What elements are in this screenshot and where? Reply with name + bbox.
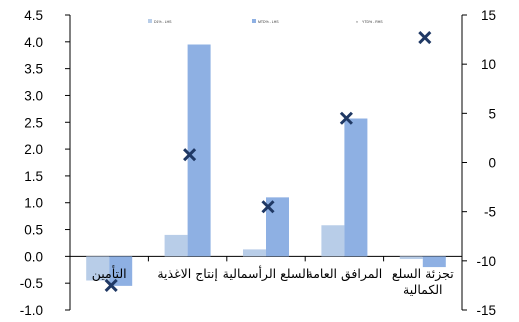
left-tick-label: 0.0 xyxy=(24,249,43,264)
ytd-marker xyxy=(261,200,275,214)
right-tick-label: 15 xyxy=(481,8,496,23)
legend-label: MTD% - LHS xyxy=(258,20,279,24)
left-tick-label: 2.5 xyxy=(24,115,43,130)
bar-mtd xyxy=(109,256,133,286)
legend-swatch: × xyxy=(356,20,358,24)
markers-layer xyxy=(104,31,432,292)
category-label: إنتاج الاغذية xyxy=(157,266,217,281)
left-tick-label: 2.0 xyxy=(24,142,43,157)
bar-mtd xyxy=(344,118,368,257)
legend-item: × YTD% - RHS xyxy=(356,20,383,24)
right-tick-label: -5 xyxy=(484,205,496,220)
category-labels: التأمين إنتاج الاغذية السلع الرأسماليةالمر… xyxy=(92,265,454,297)
category-label: المرافق العامة xyxy=(307,266,383,282)
right-tick-label: 0 xyxy=(488,156,496,171)
legend-swatch xyxy=(148,19,152,23)
left-tick-label: 3.5 xyxy=(24,62,43,77)
bar-mtd xyxy=(187,44,211,257)
left-tick-label: 0.5 xyxy=(24,223,43,238)
category-label: تجزئة السلع الكمالية xyxy=(392,266,454,297)
bars-layer xyxy=(86,44,446,286)
right-tick-label: 10 xyxy=(481,57,496,72)
left-tick-label: 4.0 xyxy=(24,35,43,50)
ytd-marker xyxy=(104,278,118,292)
bar-d1 xyxy=(164,234,188,257)
right-tick-label: 5 xyxy=(488,106,496,121)
ytd-marker xyxy=(183,148,197,162)
legend-swatch xyxy=(252,19,256,23)
right-axis: 15 10 5 0 -5 -10 -15 xyxy=(461,8,496,318)
category-label: السلع الرأسمالية xyxy=(223,265,310,282)
legend-label: YTD% - RHS xyxy=(362,20,383,24)
right-tick-label: -15 xyxy=(476,303,496,318)
bar-d1 xyxy=(86,256,110,281)
ytd-marker xyxy=(418,31,432,45)
left-axis: 4.5 4.0 3.5 3.0 2.5 2.0 1.5 1.0 0.5 0.0 -0.5 -1.0 xyxy=(20,8,71,318)
legend-item: D1% - LHS xyxy=(148,19,172,24)
left-tick-label: -1.0 xyxy=(20,303,43,318)
legend: D1% - LHS MTD% - LHS × YTD% - RHS xyxy=(148,19,383,24)
bar-d1 xyxy=(399,256,423,260)
ytd-marker xyxy=(339,111,353,125)
category-label: التأمين xyxy=(92,265,127,282)
left-tick-label: 4.5 xyxy=(24,8,43,23)
left-tick-label: 1.5 xyxy=(24,169,43,184)
bar-d1 xyxy=(321,225,345,257)
left-tick-label: 3.0 xyxy=(24,88,43,103)
right-tick-label: -10 xyxy=(476,254,496,269)
legend-label: D1% - LHS xyxy=(154,20,172,24)
left-tick-label: 1.0 xyxy=(24,196,43,211)
legend-item: MTD% - LHS xyxy=(252,19,279,24)
bar-mtd xyxy=(422,256,446,268)
bar-d1 xyxy=(243,249,266,257)
left-tick-label: -0.5 xyxy=(20,276,43,291)
